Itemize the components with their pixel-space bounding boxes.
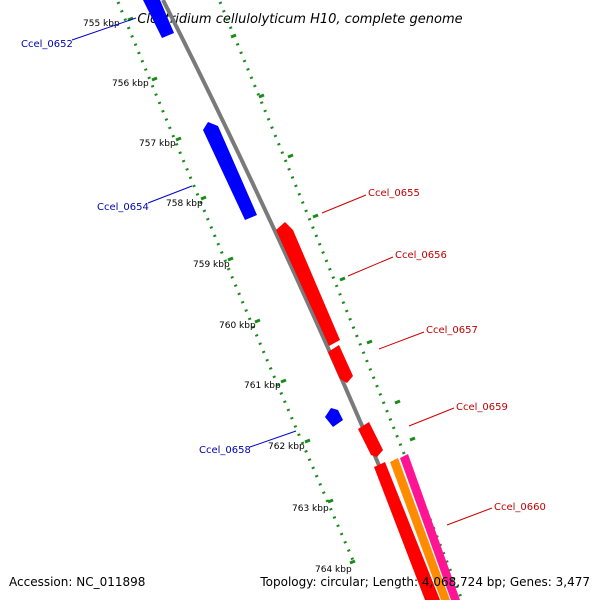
tick-label-756: 756 kbp bbox=[112, 79, 149, 89]
tick-label-762: 762 kbp bbox=[268, 442, 305, 452]
tick-label-761: 761 kbp bbox=[244, 381, 281, 391]
rna-orange-feature[interactable] bbox=[390, 458, 450, 600]
gene-label-ccel-0659[interactable]: Ccel_0659 bbox=[456, 402, 508, 413]
tick-label-755: 755 kbp bbox=[83, 19, 120, 29]
map-title: Clostridium cellulolyticum H10, complete… bbox=[137, 12, 462, 27]
gene-label-ccel-0660[interactable]: Ccel_0660 bbox=[494, 502, 546, 513]
inner-dotted-track bbox=[116, 1, 357, 566]
tick-label-757: 757 kbp bbox=[139, 139, 176, 149]
gene-ccel-0659-arrow[interactable] bbox=[358, 422, 383, 457]
tick-label-759: 759 kbp bbox=[193, 260, 230, 270]
gene-ccel-0657-arrow[interactable] bbox=[328, 345, 353, 383]
gene-ccel-0654-arrow[interactable] bbox=[203, 122, 257, 220]
reverse-gene-labels: Ccel_0652 Ccel_0654 Ccel_0658 bbox=[21, 17, 297, 456]
tick-label-763: 763 kbp bbox=[292, 504, 329, 514]
gene-label-ccel-0654[interactable]: Ccel_0654 bbox=[97, 202, 149, 213]
rna-pink-feature[interactable] bbox=[400, 454, 460, 600]
outer-track-ticks bbox=[230, 33, 416, 442]
gene-label-ccel-0658[interactable]: Ccel_0658 bbox=[199, 445, 251, 456]
tick-label-760: 760 kbp bbox=[219, 321, 256, 331]
gene-label-ccel-0657[interactable]: Ccel_0657 bbox=[426, 325, 478, 336]
gene-label-ccel-0652[interactable]: Ccel_0652 bbox=[21, 39, 73, 50]
forward-gene-labels: Ccel_0655 Ccel_0656 Ccel_0657 Ccel_0659 … bbox=[321, 188, 546, 526]
gene-ccel-0658-arrow[interactable] bbox=[325, 408, 343, 427]
tick-label-758: 758 kbp bbox=[166, 199, 203, 209]
topology-text: Topology: circular; Length: 4,068,724 bp… bbox=[259, 575, 590, 589]
gene-ccel-0655-arrow[interactable] bbox=[276, 222, 340, 346]
accession-text: Accession: NC_011898 bbox=[9, 575, 145, 589]
tick-label-764: 764 kbp bbox=[315, 565, 352, 575]
tick-labels: 755 kbp 756 kbp 757 kbp 758 kbp 759 kbp … bbox=[83, 19, 352, 575]
gene-ccel-0652-arrow[interactable] bbox=[143, 0, 174, 38]
gene-label-ccel-0656[interactable]: Ccel_0656 bbox=[395, 250, 447, 261]
gene-label-ccel-0655[interactable]: Ccel_0655 bbox=[368, 188, 420, 199]
gene-ccel-0660-arrow[interactable] bbox=[374, 462, 440, 600]
inner-track-ticks bbox=[127, 16, 356, 565]
